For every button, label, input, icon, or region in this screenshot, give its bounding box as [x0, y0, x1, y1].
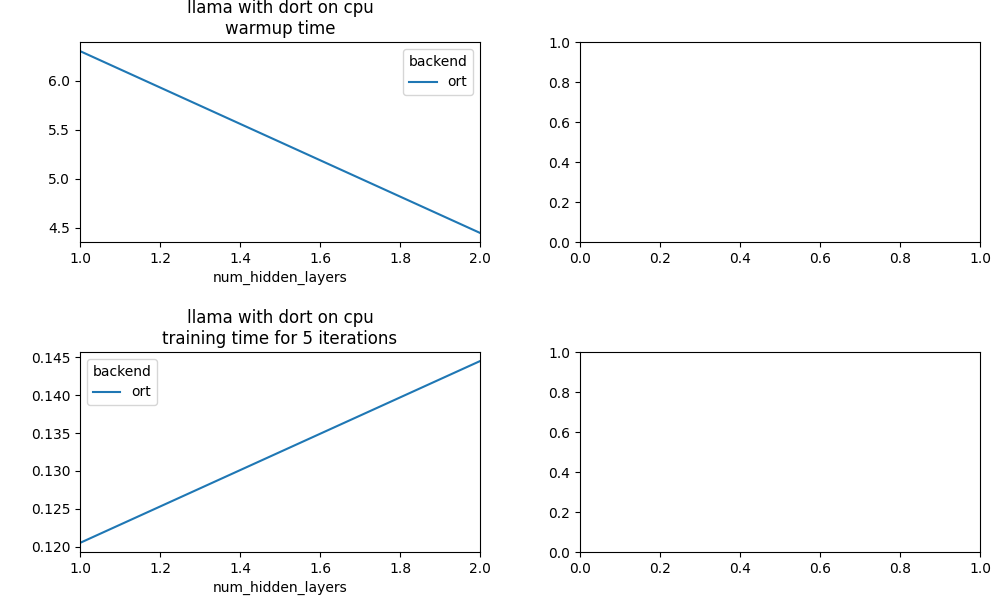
Title: llama with dort on cpu
training time for 5 iterations: llama with dort on cpu training time for… — [162, 309, 398, 347]
Legend: ort: ort — [403, 49, 473, 95]
Title: llama with dort on cpu
warmup time: llama with dort on cpu warmup time — [187, 0, 373, 38]
Legend: ort: ort — [87, 359, 157, 405]
X-axis label: num_hidden_layers: num_hidden_layers — [213, 581, 347, 595]
X-axis label: num_hidden_layers: num_hidden_layers — [213, 271, 347, 286]
